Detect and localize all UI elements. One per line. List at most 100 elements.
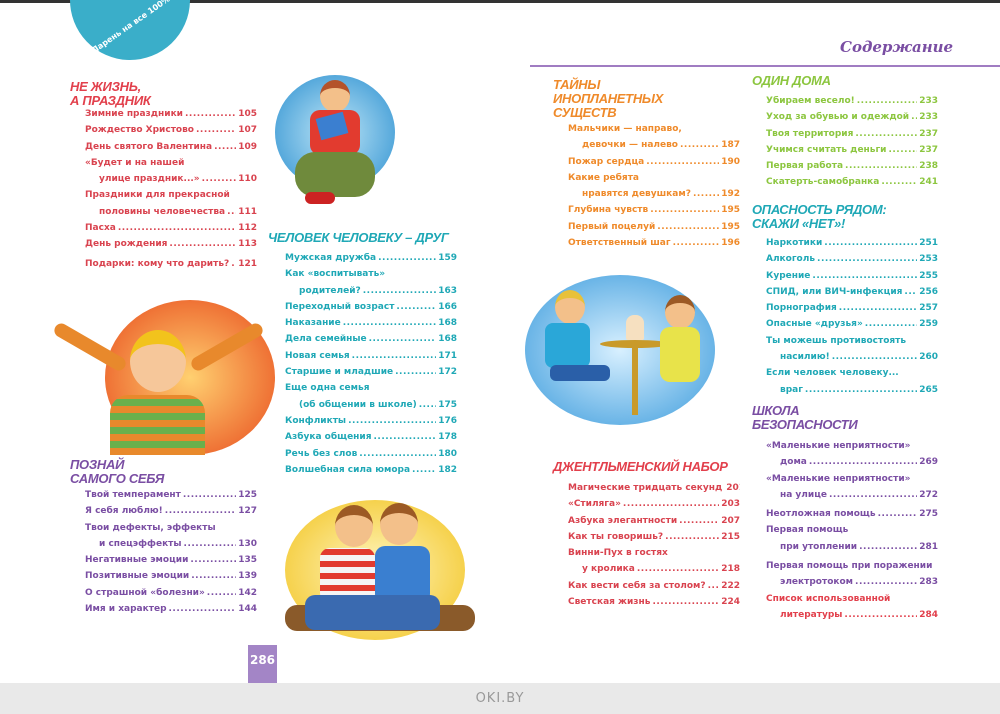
entry-title: Мальчики — направо, (568, 124, 682, 134)
entry-page: 201 (726, 483, 740, 493)
entry-page: 175 (438, 399, 457, 410)
toc-entry[interactable]: Волшебная сила юмора 182 (285, 462, 457, 478)
toc-entry[interactable]: Азбука элегантности 207 (568, 513, 740, 529)
toc-entry[interactable]: Имя и характер 144 (85, 601, 257, 617)
toc-entry[interactable]: День рождения 113 (85, 236, 257, 252)
toc-entry[interactable]: Винни-Пух в гостях у кролика 218 (568, 545, 740, 578)
entry-title: Мужская дружба (285, 253, 377, 263)
section-heading-line: самого себя (70, 471, 165, 486)
toc-entry[interactable]: Я себя люблю! 127 (85, 503, 257, 519)
toc-entry[interactable]: Как вести себя за столом? 222 (568, 578, 740, 594)
entry-title: Ты можешь противостоять (766, 335, 907, 346)
dot-leader (680, 137, 719, 153)
dot-leader (184, 536, 237, 552)
toc-entry[interactable]: Магические тридцать секунд201 (568, 480, 740, 496)
dot-leader (359, 446, 436, 462)
dot-leader (673, 235, 720, 251)
toc-entry[interactable]: Пасха 112 (85, 220, 257, 236)
toc-entry[interactable]: «Будет и на нашей улице праздник...» 110 (85, 155, 257, 188)
toc-entry[interactable]: Новая семья 171 (285, 348, 457, 364)
dot-leader (378, 250, 436, 266)
toc-entry[interactable]: «Стиляга» 203 (568, 496, 740, 512)
toc-entry[interactable]: Речь без слов 180 (285, 446, 457, 462)
dot-leader (805, 382, 917, 398)
entry-page: 207 (721, 515, 740, 526)
entry-title: Пожар сердца (568, 156, 645, 167)
contents-title: Содержание (840, 38, 954, 56)
entry-title: Порнография (766, 303, 837, 314)
dot-leader (352, 348, 437, 364)
toc-entry[interactable]: Первая работа 238 (766, 158, 938, 174)
toc-entry[interactable]: Если человек человеку... враг 265 (766, 365, 938, 398)
toc-entry[interactable]: Алкоголь 253 (766, 251, 938, 267)
toc-entry[interactable]: Первый поцелуй 195 (568, 219, 740, 235)
toc-entry[interactable]: Негативные эмоции 135 (85, 552, 257, 568)
entry-page: 107 (238, 125, 257, 136)
entry-title: Наказание (285, 318, 341, 329)
toc-entry[interactable]: «Маленькие неприятности» на улице 272 (766, 471, 938, 504)
toc-entry[interactable]: Опасные «друзья» 259 (766, 316, 938, 332)
dot-leader (191, 568, 236, 584)
toc-entry[interactable]: Дела семейные 168 (285, 331, 457, 347)
toc-entry[interactable]: Неотложная помощь 275 (766, 506, 938, 522)
entry-title: «Стиляга» (568, 499, 621, 510)
toc-entry[interactable]: Как ты говоришь? 215 (568, 529, 740, 545)
toc-entry[interactable]: Как «воспитывать» родителей? 163 (285, 266, 457, 299)
toc-entry[interactable]: Первая помощь при поражении электротоком 2… (766, 558, 938, 591)
toc-entry[interactable]: Подарки: кому что дарить? 121 (85, 256, 257, 272)
toc-entry[interactable]: Еще одна семья (об общении в школе) 175 (285, 380, 457, 413)
toc-entry[interactable]: Переходный возраст 166 (285, 299, 457, 315)
toc-entry[interactable]: Праздники для прекрасной половины человеч… (85, 187, 257, 220)
entry-page: 203 (721, 499, 740, 510)
toc-entry[interactable]: «Маленькие неприятности» дома 269 (766, 438, 938, 471)
toc-entry[interactable]: Зимние праздники 105 (85, 106, 257, 122)
toc-entry[interactable]: Ответственный шаг 196 (568, 235, 740, 251)
toc-entry[interactable]: Конфликты 176 (285, 413, 457, 429)
toc-entry[interactable]: Азбука общения 178 (285, 429, 457, 445)
dot-leader (363, 283, 436, 299)
entry-page: 111 (238, 206, 257, 217)
toc-entry[interactable]: Какие ребята нравятся девушкам? 192 (568, 170, 740, 203)
entry-page: 196 (721, 238, 740, 249)
toc-entry[interactable]: Убираем весело! 233 (766, 93, 938, 109)
toc-entry[interactable]: Учимся считать деньги 237 (766, 142, 938, 158)
badge-text: Парень на все 100% (90, 0, 172, 56)
toc-entry[interactable]: Порнография 257 (766, 300, 938, 316)
entry-page: 269 (919, 457, 938, 468)
entry-page: 144 (238, 604, 257, 615)
entry-title-cont: электротоком (780, 577, 854, 588)
toc-entry[interactable]: Мальчики — направо, девочки — налево 187 (568, 121, 740, 154)
toc-entry[interactable]: О страшной «болезни» 142 (85, 585, 257, 601)
toc-entry[interactable]: Твои дефекты, эффекты и спецэффекты 130 (85, 520, 257, 553)
toc-entry[interactable]: Мужская дружба 159 (285, 250, 457, 266)
toc-entry[interactable]: Рождество Христово 107 (85, 122, 257, 138)
toc-entry[interactable]: Твой темперамент 125 (85, 487, 257, 503)
entry-title: Если человек человеку... (766, 368, 899, 379)
entry-title: Зимние праздники (85, 109, 183, 119)
entry-page: 163 (438, 285, 457, 296)
toc-entry[interactable]: Список использованной литературы 284 (766, 591, 938, 624)
toc-entry[interactable]: Наказание 168 (285, 315, 457, 331)
dot-leader (679, 513, 719, 529)
toc-entry[interactable]: День святого Валентина 109 (85, 139, 257, 155)
entry-title-cont: дома (780, 457, 807, 468)
toc-entry[interactable]: Наркотики 251 (766, 235, 938, 251)
toc-entry[interactable]: Твоя территория 237 (766, 126, 938, 142)
toc-entry[interactable]: Позитивные эмоции 139 (85, 568, 257, 584)
toc-entry[interactable]: Скатерть-самобранка 241 (766, 174, 938, 190)
toc-entry[interactable]: Старшие и младшие 172 (285, 364, 457, 380)
toc-entry[interactable]: Пожар сердца 190 (568, 154, 740, 170)
entry-title: Дела семейные (285, 334, 367, 345)
section-heading-line: скажи «нет»! (752, 216, 845, 231)
dot-leader (202, 171, 237, 187)
toc-entry[interactable]: СПИД, или ВИЧ-инфекция 256 (766, 284, 938, 300)
toc-entry[interactable]: Первая помощь при утоплении 281 (766, 522, 938, 555)
toc-entry[interactable]: Курение 255 (766, 268, 938, 284)
entry-title: Первый поцелуй (568, 221, 656, 232)
entry-page: 180 (438, 448, 457, 459)
toc-entry[interactable]: Глубина чувств 195 (568, 202, 740, 218)
toc-entry[interactable]: Светская жизнь 224 (568, 594, 740, 610)
toc-entry[interactable]: Ты можешь противостоять насилию! 260 (766, 333, 938, 366)
toc-section: Наркотики 251 Алкоголь 253 Курение 255 СПИД, и… (766, 235, 938, 398)
toc-entry[interactable]: Уход за обувью и одеждой 233 (766, 109, 938, 125)
